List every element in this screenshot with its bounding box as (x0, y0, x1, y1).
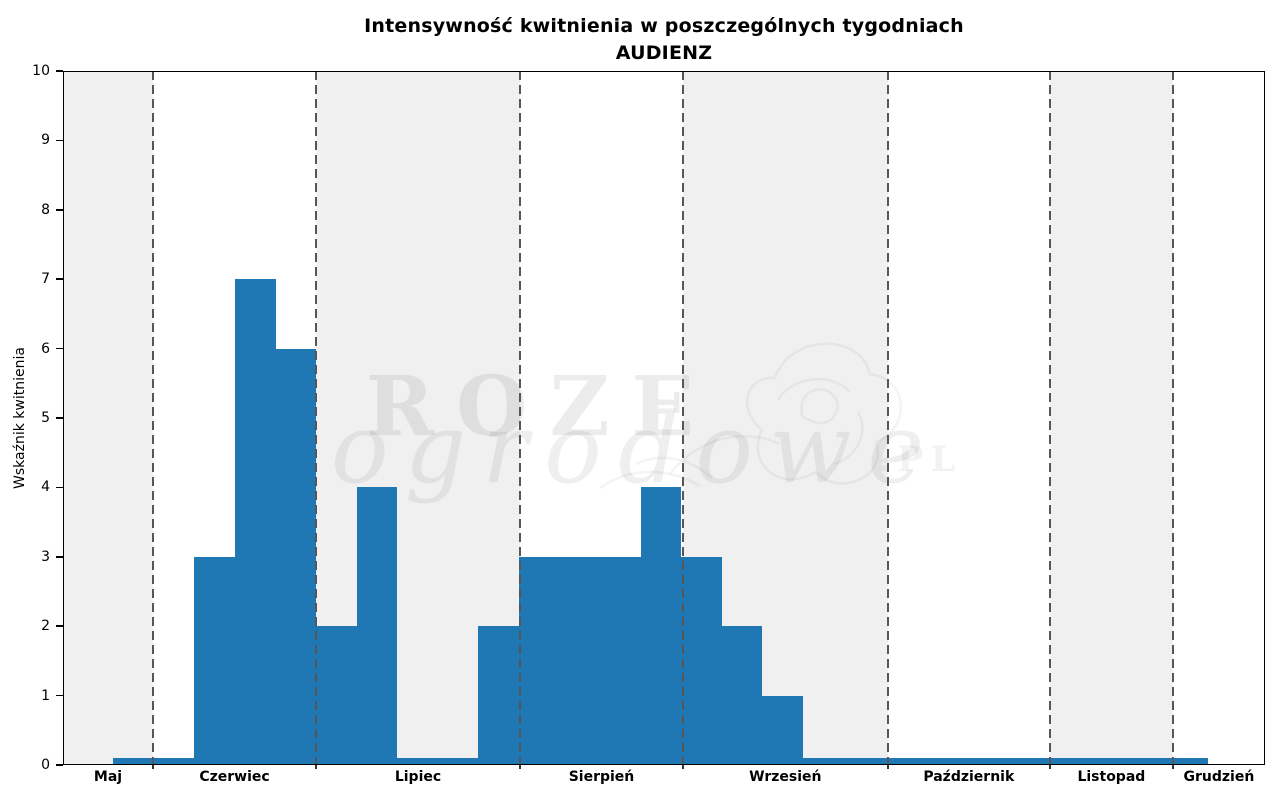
bar-week-4 (235, 279, 276, 765)
y-tick-label-2: 2 (41, 618, 50, 635)
x-label-październik: Październik (923, 769, 1015, 785)
x-tick-listopad (1048, 765, 1051, 769)
chart-title: Intensywność kwitnienia w poszczególnych… (63, 13, 1265, 67)
bar-week-13 (600, 556, 641, 765)
y-tick-mark-8 (56, 209, 63, 211)
bar-week-16 (721, 626, 763, 765)
bar-week-2 (153, 758, 195, 765)
y-tick-mark-2 (56, 625, 63, 627)
month-band-maj (63, 71, 154, 765)
y-tick-label-5: 5 (41, 410, 50, 426)
bar-week-11 (518, 556, 560, 765)
plot-area: ROZE ogrodowe .PL (63, 71, 1265, 765)
bar-week-15 (681, 556, 722, 765)
y-tick-mark-3 (56, 556, 63, 558)
bar-week-14 (640, 487, 682, 765)
month-separator-październik (886, 71, 889, 765)
bar-week-18 (802, 758, 844, 765)
x-label-czerwiec: Czerwiec (199, 769, 270, 785)
bar-week-24 (1046, 758, 1087, 765)
y-tick-label-8: 8 (41, 201, 50, 218)
month-separator-wrzesień (681, 71, 684, 765)
y-tick-label-7: 7 (41, 271, 50, 288)
month-band-listopad (1049, 71, 1173, 765)
y-tick-label-10: 10 (32, 63, 50, 79)
y-tick-mark-1 (56, 694, 63, 697)
month-band-grudzień (1172, 71, 1265, 765)
bar-week-6 (316, 626, 357, 765)
y-tick-mark-5 (56, 417, 63, 419)
x-tick-sierpień (519, 765, 521, 769)
bar-week-10 (478, 626, 519, 765)
x-tick-październik (886, 765, 889, 769)
month-separator-czerwiec (152, 71, 155, 765)
y-tick-label-6: 6 (41, 340, 50, 357)
x-tick-czerwiec (152, 765, 155, 769)
chart-title-line2: AUDIENZ (615, 42, 713, 64)
y-tick-label-9: 9 (41, 132, 50, 149)
x-tick-lipiec (315, 765, 318, 769)
y-tick-mark-4 (56, 486, 63, 489)
y-tick-label-0: 0 (41, 757, 50, 773)
bar-week-7 (356, 487, 398, 765)
bar-week-8 (397, 758, 438, 765)
x-label-listopad: Listopad (1077, 769, 1146, 785)
y-tick-mark-10 (56, 70, 63, 72)
bar-week-19 (843, 758, 884, 765)
bar-week-12 (559, 556, 601, 765)
y-tick-label-1: 1 (41, 687, 50, 704)
bar-week-27 (1167, 758, 1209, 765)
y-tick-label-3: 3 (41, 548, 50, 565)
y-axis: 0 1 2 3 4 5 6 7 8 9 10 (0, 63, 63, 773)
bar-week-3 (194, 556, 236, 765)
month-separator-listopad (1048, 71, 1051, 765)
y-tick-mark-9 (56, 139, 63, 142)
bar-week-17 (762, 695, 803, 765)
x-tick-wrzesień (681, 765, 684, 769)
bar-week-1 (113, 758, 154, 765)
x-label-wrzesień: Wrzesień (749, 769, 822, 785)
month-separator-grudzień (1171, 71, 1174, 765)
y-tick-mark-0 (56, 764, 63, 766)
y-tick-label-4: 4 (41, 479, 50, 496)
x-label-lipiec: Lipiec (394, 769, 442, 785)
x-label-maj: Maj (93, 769, 123, 785)
x-tick-grudzień (1171, 765, 1174, 769)
x-axis: Maj Czerwiec Lipiec Sierpień Wrzesień Paździe… (63, 765, 1265, 800)
month-band-październik (887, 71, 1050, 765)
chart-title-line1: Intensywność kwitnienia w poszczególnych… (364, 15, 964, 37)
bar-week-21 (924, 758, 966, 765)
bar-week-23 (1005, 758, 1047, 765)
bar-week-25 (1086, 758, 1128, 765)
bar-week-22 (965, 758, 1006, 765)
y-tick-mark-6 (56, 347, 63, 350)
y-tick-mark-7 (56, 278, 63, 280)
month-separator-sierpień (519, 71, 521, 765)
month-separator-lipiec (315, 71, 318, 765)
bar-week-26 (1127, 758, 1168, 765)
bar-week-9 (437, 758, 479, 765)
x-label-sierpień: Sierpień (568, 769, 635, 785)
bar-week-20 (883, 758, 925, 765)
bar-week-5 (275, 348, 317, 765)
x-label-grudzień: Grudzień (1183, 769, 1255, 785)
